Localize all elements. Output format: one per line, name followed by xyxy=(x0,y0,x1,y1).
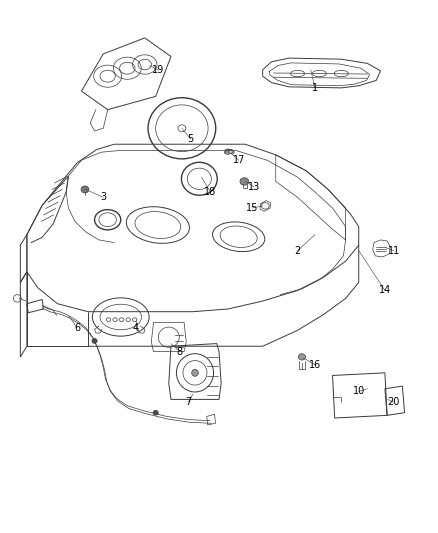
Text: 14: 14 xyxy=(379,286,391,295)
Text: 15: 15 xyxy=(246,203,258,213)
Polygon shape xyxy=(228,150,234,154)
Text: 13: 13 xyxy=(248,182,260,192)
Ellipse shape xyxy=(153,410,158,415)
Ellipse shape xyxy=(240,177,249,185)
Text: 4: 4 xyxy=(133,322,139,333)
Text: 16: 16 xyxy=(309,360,321,370)
Text: 18: 18 xyxy=(204,187,216,197)
Text: 8: 8 xyxy=(177,346,183,357)
Text: 3: 3 xyxy=(100,192,106,203)
Text: 7: 7 xyxy=(185,397,191,407)
Text: 11: 11 xyxy=(388,246,400,255)
Text: 6: 6 xyxy=(74,322,80,333)
Ellipse shape xyxy=(92,338,97,343)
Text: 19: 19 xyxy=(152,65,164,75)
Ellipse shape xyxy=(192,369,198,376)
Ellipse shape xyxy=(298,354,305,360)
Text: 10: 10 xyxy=(353,386,365,397)
Ellipse shape xyxy=(225,149,231,155)
Text: 17: 17 xyxy=(233,155,245,165)
Text: 5: 5 xyxy=(187,134,194,144)
Text: 20: 20 xyxy=(388,397,400,407)
Text: 1: 1 xyxy=(312,83,318,93)
Ellipse shape xyxy=(81,186,89,193)
Text: 2: 2 xyxy=(294,246,301,255)
